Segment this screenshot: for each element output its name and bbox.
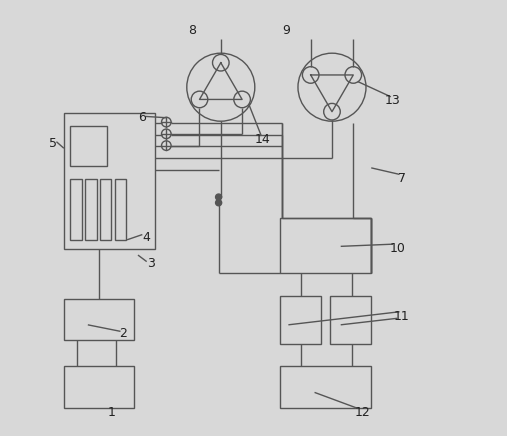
Circle shape xyxy=(212,54,229,71)
Bar xyxy=(70,179,82,240)
Text: 9: 9 xyxy=(282,24,290,37)
Text: 11: 11 xyxy=(394,310,410,323)
Text: 2: 2 xyxy=(119,327,127,340)
Bar xyxy=(69,126,106,166)
Text: 5: 5 xyxy=(49,137,57,150)
Circle shape xyxy=(162,129,171,139)
Text: 13: 13 xyxy=(385,94,401,107)
Bar xyxy=(100,179,112,240)
Circle shape xyxy=(191,91,208,108)
Circle shape xyxy=(162,117,171,127)
Circle shape xyxy=(302,67,319,83)
Circle shape xyxy=(234,91,250,108)
Text: 6: 6 xyxy=(138,111,146,124)
Text: 4: 4 xyxy=(143,231,151,244)
Bar xyxy=(115,179,126,240)
Bar xyxy=(280,366,371,408)
Bar xyxy=(280,218,371,272)
Bar xyxy=(64,299,134,340)
Circle shape xyxy=(162,141,171,150)
Text: 7: 7 xyxy=(397,172,406,185)
Bar xyxy=(64,113,156,249)
Circle shape xyxy=(215,200,222,206)
Circle shape xyxy=(345,67,361,83)
Bar xyxy=(280,296,321,344)
Text: 12: 12 xyxy=(354,405,371,419)
Circle shape xyxy=(323,103,340,120)
Text: 8: 8 xyxy=(189,24,196,37)
Text: 1: 1 xyxy=(108,405,116,419)
Text: 14: 14 xyxy=(255,133,270,146)
Bar xyxy=(330,296,371,344)
Text: 3: 3 xyxy=(147,257,155,270)
Text: 10: 10 xyxy=(389,242,405,255)
Bar xyxy=(85,179,96,240)
Circle shape xyxy=(215,194,222,200)
Bar xyxy=(64,366,134,408)
